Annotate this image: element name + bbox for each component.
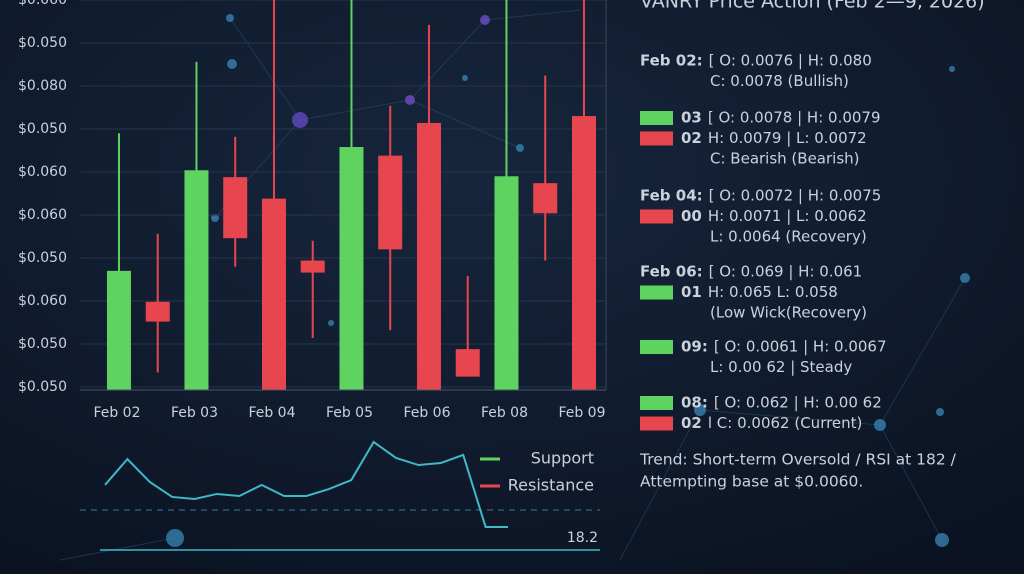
candle-body — [223, 177, 248, 239]
rsi-line — [104, 440, 508, 528]
note-text: [ O: 0.0072 | H: 0.0075 — [709, 187, 882, 205]
y-tick-label: $0.080 — [18, 78, 67, 94]
x-tick-label: Feb 08 — [481, 405, 528, 421]
note-tag: Feb 02: — [640, 52, 703, 70]
x-tick-label: Feb 09 — [558, 405, 605, 421]
y-tick-label: $0.060 — [18, 0, 67, 8]
candle-body — [455, 349, 480, 377]
note-swatch — [640, 285, 673, 300]
note-text: L: 0.0064 (Recovery) — [710, 228, 867, 246]
candle-body — [571, 116, 596, 390]
note-text: C: 0.0078 (Bullish) — [710, 72, 849, 90]
legend-label: Support — [531, 449, 594, 468]
candle-body — [300, 260, 325, 273]
trend-text: Trend: Short-term Oversold / RSI at 182 … — [639, 451, 957, 469]
note-text: C: Bearish (Bearish) — [710, 150, 860, 168]
candle-body — [494, 176, 519, 390]
note-tag: 01 — [681, 283, 702, 301]
candle-body — [261, 198, 286, 390]
candle-body — [339, 147, 364, 390]
note-tag: 03 — [681, 109, 702, 127]
note-tag: 02 — [681, 129, 702, 147]
note-text: [ O: 0.0076 | H: 0.080 — [709, 52, 872, 70]
note-text: [ O: 0.0061 | H: 0.0067 — [714, 338, 887, 356]
x-tick-label: Feb 02 — [93, 405, 140, 421]
note-text: [ O: 0.069 | H: 0.061 — [709, 263, 863, 281]
panel-title: VANRY Price Action (Feb 2—9, 2026) — [640, 0, 985, 13]
note-text: [ O: 0.0078 | H: 0.0079 — [708, 109, 881, 127]
x-tick-label: Feb 04 — [248, 405, 295, 421]
y-tick-label: $0.050 — [18, 336, 67, 352]
y-tick-label: $0.060 — [18, 293, 67, 309]
x-tick-label: Feb 06 — [403, 405, 450, 421]
network-decoration — [59, 9, 966, 561]
note-text: H: 0.0079 | L: 0.0072 — [708, 129, 867, 147]
note-text: (Low Wick(Recovery) — [710, 304, 867, 322]
note-tag: 09: — [681, 338, 708, 356]
note-text: H: 0.0071 | L: 0.0062 — [708, 207, 867, 225]
note-swatch — [640, 416, 673, 431]
note-text: L: 0.00 62 | Steady — [710, 358, 852, 376]
candle-body — [416, 122, 441, 390]
note-text: [ O: 0.062 | H: 0.00 62 — [714, 394, 882, 412]
note-tag: Feb 06: — [640, 263, 703, 281]
rsi-label: 18.2 — [567, 530, 598, 546]
candle-body — [533, 183, 558, 214]
note-swatch — [640, 131, 673, 146]
y-tick-label: $0.050 — [18, 250, 67, 266]
y-tick-label: $0.060 — [18, 207, 67, 223]
candle-body — [378, 155, 403, 250]
note-text: H: 0.065 L: 0.058 — [708, 283, 838, 301]
note-swatch — [640, 340, 673, 354]
note-tag: Feb 04: — [640, 187, 703, 205]
note-tag: 02 — [681, 414, 702, 432]
candle-body — [184, 170, 209, 390]
note-tag: 08: — [681, 394, 708, 412]
y-tick-label: $0.050 — [18, 121, 67, 137]
candle-body — [106, 270, 131, 390]
x-tick-label: Feb 03 — [171, 405, 218, 421]
note-text: l C: 0.0062 (Current) — [708, 414, 863, 432]
note-swatch — [640, 111, 673, 125]
y-tick-label: $0.050 — [18, 379, 67, 395]
note-swatch — [640, 209, 673, 224]
note-tag: 00 — [681, 207, 702, 225]
plot-area — [80, 0, 606, 390]
network-nodes — [166, 14, 970, 547]
trend-text: Attempting base at $0.0060. — [640, 473, 863, 491]
candle-body — [145, 301, 170, 322]
x-tick-label: Feb 05 — [326, 405, 373, 421]
note-swatch — [640, 396, 673, 410]
y-tick-label: $0.050 — [18, 35, 67, 51]
y-tick-label: $0.060 — [18, 164, 67, 180]
legend-label: Resistance — [508, 476, 594, 495]
